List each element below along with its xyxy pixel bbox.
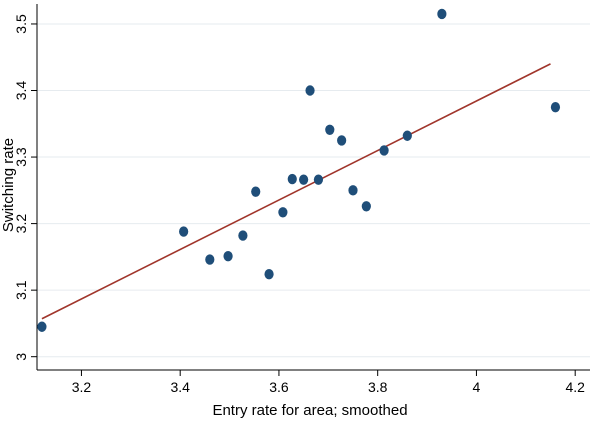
fit-line xyxy=(41,63,551,320)
x-tick-label: 4 xyxy=(473,379,481,395)
data-point xyxy=(361,201,371,212)
data-point xyxy=(348,185,358,196)
y-tick-label: 3 xyxy=(13,353,29,361)
fit-line-group xyxy=(41,63,551,320)
data-point xyxy=(264,268,274,280)
data-point xyxy=(205,254,215,265)
x-tick-label: 3.8 xyxy=(368,379,388,395)
y-tick-label: 3.5 xyxy=(13,14,29,34)
y-tick-label: 3.4 xyxy=(13,81,29,101)
x-axis-title: Entry rate for area; smoothed xyxy=(212,402,407,419)
data-point xyxy=(437,8,447,20)
y-tick-label: 3.1 xyxy=(13,280,29,300)
data-point xyxy=(278,207,288,218)
x-tick-label: 4.2 xyxy=(565,379,585,395)
data-point xyxy=(37,321,47,332)
axes: 3 3.1 3.2 3.3 3.4 3.5 3.2 3.4 3.6 3.8 4 4.2 xyxy=(13,4,590,395)
data-point xyxy=(325,124,335,135)
data-point xyxy=(179,226,189,237)
data-point xyxy=(238,230,248,241)
data-point xyxy=(550,101,561,113)
data-points xyxy=(37,8,561,332)
data-point xyxy=(305,85,315,96)
y-tick-label: 3.2 xyxy=(13,214,29,234)
data-point xyxy=(287,173,297,185)
x-tick-label: 3.6 xyxy=(269,379,289,395)
y-axis-title: Switching rate xyxy=(0,138,17,232)
data-point xyxy=(299,174,309,185)
data-point xyxy=(251,186,261,197)
data-point xyxy=(337,135,347,146)
x-tick-label: 3.2 xyxy=(72,379,92,395)
data-point xyxy=(313,174,324,185)
data-point xyxy=(402,130,412,141)
data-point xyxy=(223,251,233,262)
data-point xyxy=(379,145,389,156)
y-tick-label: 3.3 xyxy=(13,147,29,167)
x-tick-label: 3.4 xyxy=(170,379,190,395)
